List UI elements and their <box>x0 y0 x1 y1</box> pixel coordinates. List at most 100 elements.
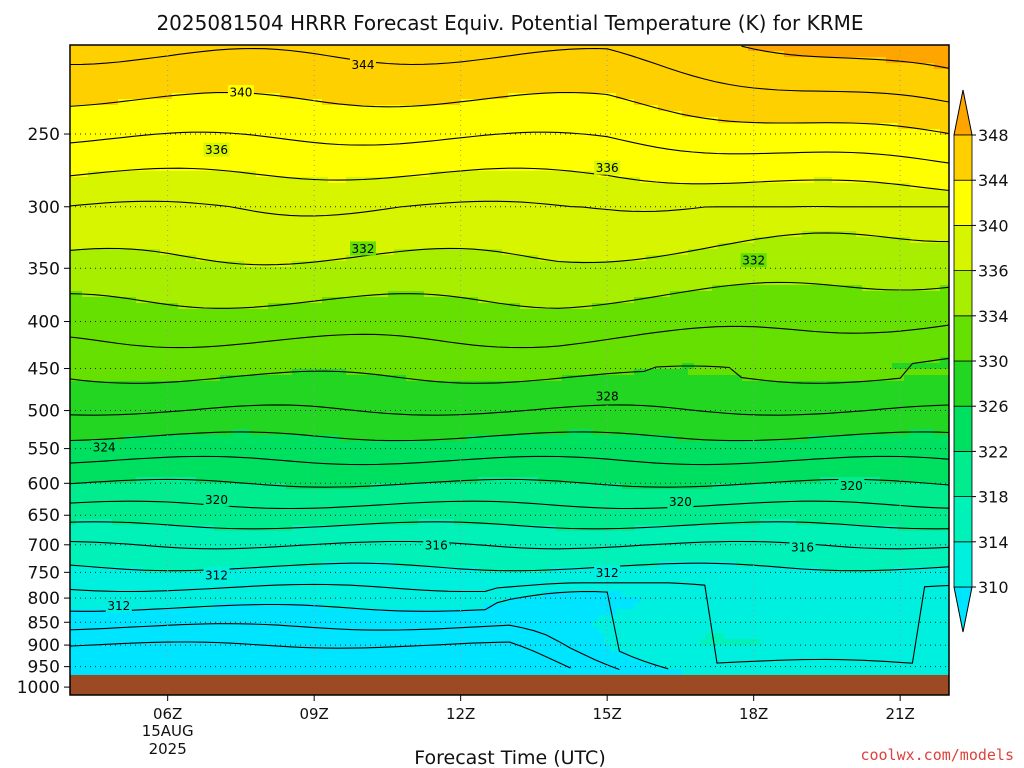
contour-label-text: 340 <box>229 85 252 99</box>
colorbar-swatch <box>953 496 973 543</box>
y-tick-label: 850 <box>28 613 60 633</box>
y-tick-label: 800 <box>28 589 60 609</box>
contour-label-text: 332 <box>352 242 375 256</box>
contour-label-background <box>423 537 450 552</box>
contour-line <box>70 641 571 669</box>
colorbar-tick-label: 348 <box>978 126 1009 145</box>
y-tick-label: 550 <box>28 440 60 460</box>
colorbar-swatch <box>953 179 973 226</box>
y-tick-label: 600 <box>28 474 60 494</box>
y-tick-label: 500 <box>28 402 60 422</box>
y-tick-label: 400 <box>28 313 60 333</box>
contour-label-text: 332 <box>742 254 765 268</box>
contour-line <box>70 431 949 442</box>
contour-label-background <box>227 84 254 99</box>
contour-label-text: 328 <box>596 389 619 403</box>
x-tick-sublabel: 2025 <box>149 740 187 758</box>
plot-frame <box>69 44 950 696</box>
y-tick-label: 750 <box>28 563 60 583</box>
contour-label: 324 <box>91 440 118 455</box>
y-tick-label: 650 <box>28 506 60 526</box>
contour-label: 312 <box>594 565 621 580</box>
contour-label-background <box>203 492 230 507</box>
contour-line <box>70 521 949 530</box>
contour-label: 316 <box>423 537 450 552</box>
contour-label-background <box>667 494 694 509</box>
colorbar-tick-label: 310 <box>978 578 1009 597</box>
contour-label-background <box>203 142 230 157</box>
y-tick-label: 900 <box>28 636 60 656</box>
contour-label-text: 312 <box>596 566 619 580</box>
contour-line <box>70 404 949 416</box>
contour-line <box>70 357 949 384</box>
x-tick-label: 06Z <box>153 705 182 723</box>
y-tick-label: 350 <box>28 259 60 279</box>
ground-below-surface <box>70 674 949 695</box>
contour-line <box>70 131 949 164</box>
colorbar: 310 314 318 322 326 330 334 336 340 344 348 <box>953 89 1009 633</box>
colorbar-tick-label: 322 <box>978 442 1009 461</box>
y-tick-label: 300 <box>28 198 60 218</box>
contour-label: 336 <box>594 160 621 175</box>
x-tick-sublabel: 15AUG <box>142 722 194 740</box>
contour-label-background <box>350 241 376 256</box>
contour-line <box>70 324 949 349</box>
grid-lines <box>70 45 949 695</box>
colorbar-swatch <box>953 224 973 271</box>
contour-line <box>70 91 949 135</box>
contour-label: 320 <box>667 494 694 509</box>
contour-line <box>70 167 949 192</box>
colorbar-swatch <box>953 450 973 497</box>
contour-labels: 344 340 336 336 332 332 328 324 320 320 320 316 316 3… <box>91 57 865 613</box>
contour-lines <box>70 45 949 671</box>
contour-label-text: 344 <box>352 58 375 72</box>
contour-label: 344 <box>350 57 376 72</box>
contour-label: 332 <box>350 241 376 256</box>
contour-line <box>741 45 949 69</box>
x-tick-label: 12Z <box>446 705 475 723</box>
colorbar-swatch <box>953 315 973 362</box>
contour-line <box>70 590 669 670</box>
colorbar-tick-label: 314 <box>978 533 1009 552</box>
contour-label-background <box>740 253 767 268</box>
filled-contours <box>70 45 949 695</box>
colorbar-swatch <box>953 134 973 181</box>
contour-label: 340 <box>227 84 254 99</box>
contour-label: 332 <box>740 253 767 268</box>
y-tick-label: 450 <box>28 360 60 380</box>
contour-label-background <box>350 57 376 72</box>
colorbar-swatch <box>953 405 973 452</box>
contour-label-background <box>789 540 816 555</box>
contour-label-background <box>91 440 118 455</box>
x-tick-label: 09Z <box>299 705 328 723</box>
contour-line <box>70 232 949 266</box>
contour-label-text: 336 <box>596 161 619 175</box>
contour-line <box>70 478 949 488</box>
colorbar-tick-label: 336 <box>978 262 1009 281</box>
y-tick-label: 250 <box>28 125 60 145</box>
contour-line <box>70 47 949 103</box>
y-tick-label: 1000 <box>17 678 60 698</box>
contour-label: 312 <box>203 567 230 582</box>
contour-label: 312 <box>105 598 132 613</box>
x-tick-label: 15Z <box>592 705 621 723</box>
contour-label-text: 312 <box>205 568 228 582</box>
colorbar-tick-label: 326 <box>978 397 1009 416</box>
plot-area: 344 340 336 336 332 332 328 324 320 320 320 316 316 3… <box>70 45 949 695</box>
contour-label-text: 320 <box>669 495 692 509</box>
contour-line <box>70 281 949 309</box>
contour-label-text: 316 <box>791 541 814 555</box>
credit-text: coolwx.com/models <box>860 746 1014 764</box>
y-tick-label: 700 <box>28 536 60 556</box>
contour-label-text: 324 <box>93 441 116 455</box>
contour-label-text: 320 <box>205 493 228 507</box>
contour-label-background <box>838 478 865 493</box>
contour-label: 320 <box>838 478 865 493</box>
colorbar-tick-label: 334 <box>978 307 1009 326</box>
contour-label-background <box>594 388 621 403</box>
contour-label: 328 <box>594 388 621 403</box>
x-tick-label: 21Z <box>885 705 914 723</box>
colorbar-tick-label: 318 <box>978 488 1009 507</box>
